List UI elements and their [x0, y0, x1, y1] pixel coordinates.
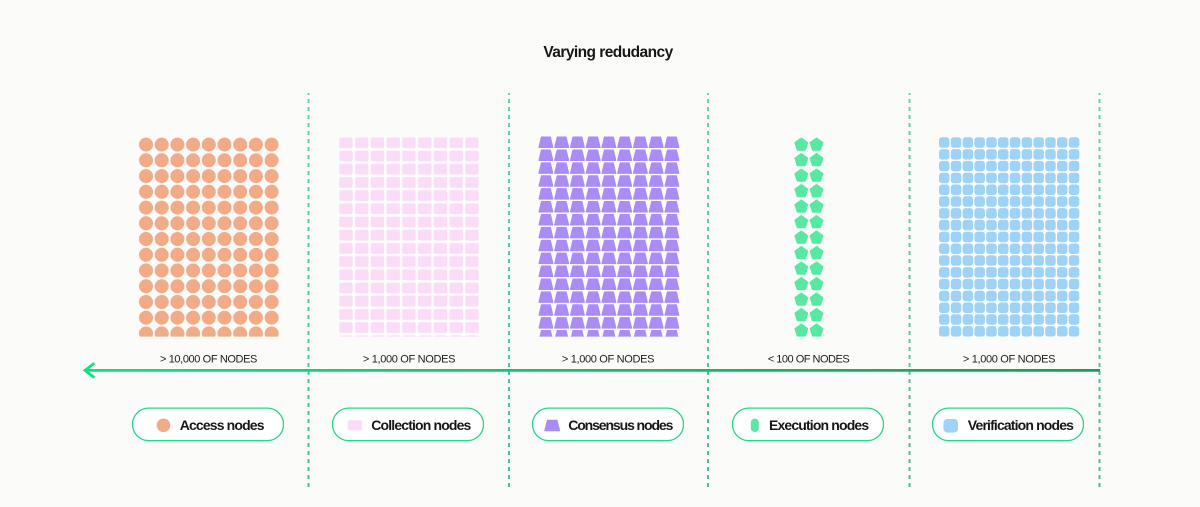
svg-text:> 1,000 OF NODES: > 1,000 OF NODES	[562, 354, 654, 366]
svg-text:> 1,000 OF NODES: > 1,000 OF NODES	[363, 354, 455, 366]
svg-text:Access nodes: Access nodes	[180, 417, 265, 433]
svg-text:Collection nodes: Collection nodes	[371, 417, 471, 433]
svg-text:Varying redudancy: Varying redudancy	[543, 44, 673, 61]
svg-text:> 10,000 OF NODES: > 10,000 OF NODES	[160, 354, 257, 366]
svg-text:Execution nodes: Execution nodes	[769, 417, 869, 433]
svg-text:Consensus nodes: Consensus nodes	[568, 417, 673, 433]
svg-text:Verification nodes: Verification nodes	[968, 417, 1074, 433]
svg-text:< 100 OF NODES: < 100 OF NODES	[768, 354, 850, 366]
svg-text:> 1,000 OF NODES: > 1,000 OF NODES	[963, 354, 1055, 366]
